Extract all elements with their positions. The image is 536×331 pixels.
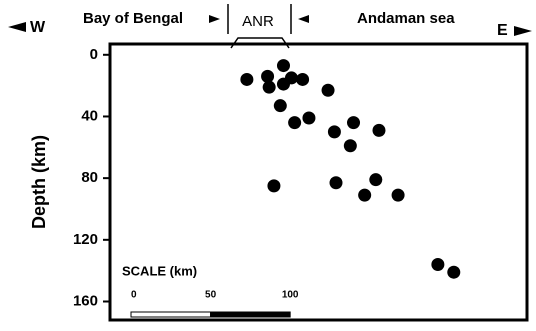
earthquake-point — [262, 80, 276, 94]
earthquake-point — [296, 72, 310, 86]
earthquake-point — [327, 125, 341, 139]
earthquake-point — [358, 188, 372, 202]
earthquake-point — [240, 72, 254, 86]
earthquake-point — [447, 265, 461, 279]
y-tick-label: 0 — [90, 46, 98, 63]
east-arrow — [514, 26, 532, 36]
earthquake-point — [302, 111, 316, 125]
y-tick-label: 160 — [73, 292, 98, 309]
west-label: W — [30, 19, 46, 36]
region-arrow — [298, 15, 309, 23]
west-arrow — [8, 22, 26, 32]
earthquake-point — [267, 179, 281, 193]
region-label: ANR — [242, 13, 274, 30]
region-label: Bay of Bengal — [83, 10, 183, 27]
y-tick-label: 40 — [81, 107, 98, 124]
earthquake-point — [369, 173, 383, 187]
earthquake-point — [391, 188, 405, 202]
scale-title: SCALE (km) — [122, 263, 197, 278]
earthquake-point — [343, 139, 357, 153]
scale-tick-label: 50 — [205, 290, 217, 301]
scale-tick-label: 0 — [131, 290, 137, 301]
earthquake-point — [431, 257, 445, 271]
region-label: Andaman sea — [357, 10, 455, 27]
earthquake-point — [288, 116, 302, 130]
earthquake-point — [347, 116, 361, 130]
earthquake-point — [372, 123, 386, 137]
y-axis-label: Depth (km) — [29, 135, 49, 229]
earthquake-point — [276, 59, 290, 73]
earthquake-point — [329, 176, 343, 190]
plot-frame — [108, 42, 529, 322]
y-tick-label: 80 — [81, 169, 98, 186]
earthquake-point — [261, 69, 275, 83]
scale-tick-label: 100 — [282, 290, 299, 301]
scale-segment — [130, 311, 212, 318]
scale-segment — [210, 311, 291, 318]
region-arrow — [209, 15, 220, 23]
earthquake-point — [284, 71, 298, 85]
earthquake-point — [273, 99, 287, 113]
earthquake-point — [321, 83, 335, 97]
y-tick-label: 120 — [73, 231, 98, 248]
east-label: E — [497, 22, 508, 39]
